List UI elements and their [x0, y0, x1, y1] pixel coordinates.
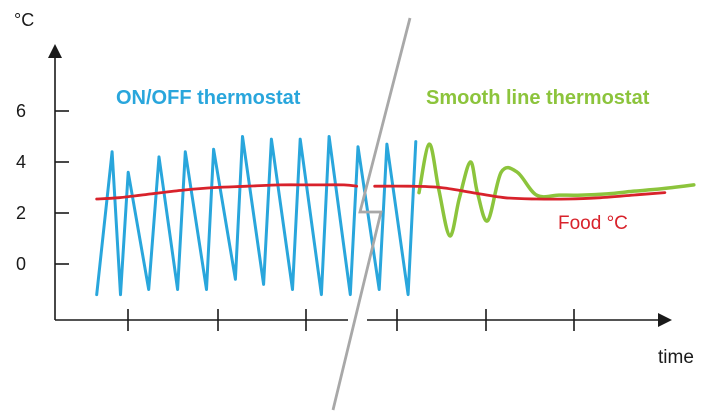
smooth-series-line — [417, 142, 696, 238]
divider-layer — [331, 17, 412, 411]
x-axis-arrow-icon — [658, 313, 672, 327]
y-tick-label: 2 — [16, 203, 26, 223]
axis-break-divider — [331, 17, 412, 411]
food-series-line-right — [373, 184, 667, 201]
y-tick-label: 6 — [16, 101, 26, 121]
x-axis-label: time — [658, 347, 694, 368]
ticks: 0 2 4 6 — [16, 101, 575, 331]
y-tick-label: 4 — [16, 152, 26, 172]
food-series-label: Food °C — [558, 213, 628, 234]
food-series-line-left — [95, 183, 359, 201]
y-axis-unit: °C — [14, 10, 34, 30]
onoff-series-line — [95, 135, 418, 297]
left-panel-title: ON/OFF thermostat — [116, 87, 301, 109]
series-layer — [95, 135, 696, 297]
axes — [48, 44, 672, 327]
y-axis-arrow-icon — [48, 44, 62, 58]
y-tick-label: 0 — [16, 254, 26, 274]
right-panel-title: Smooth line thermostat — [426, 87, 650, 109]
